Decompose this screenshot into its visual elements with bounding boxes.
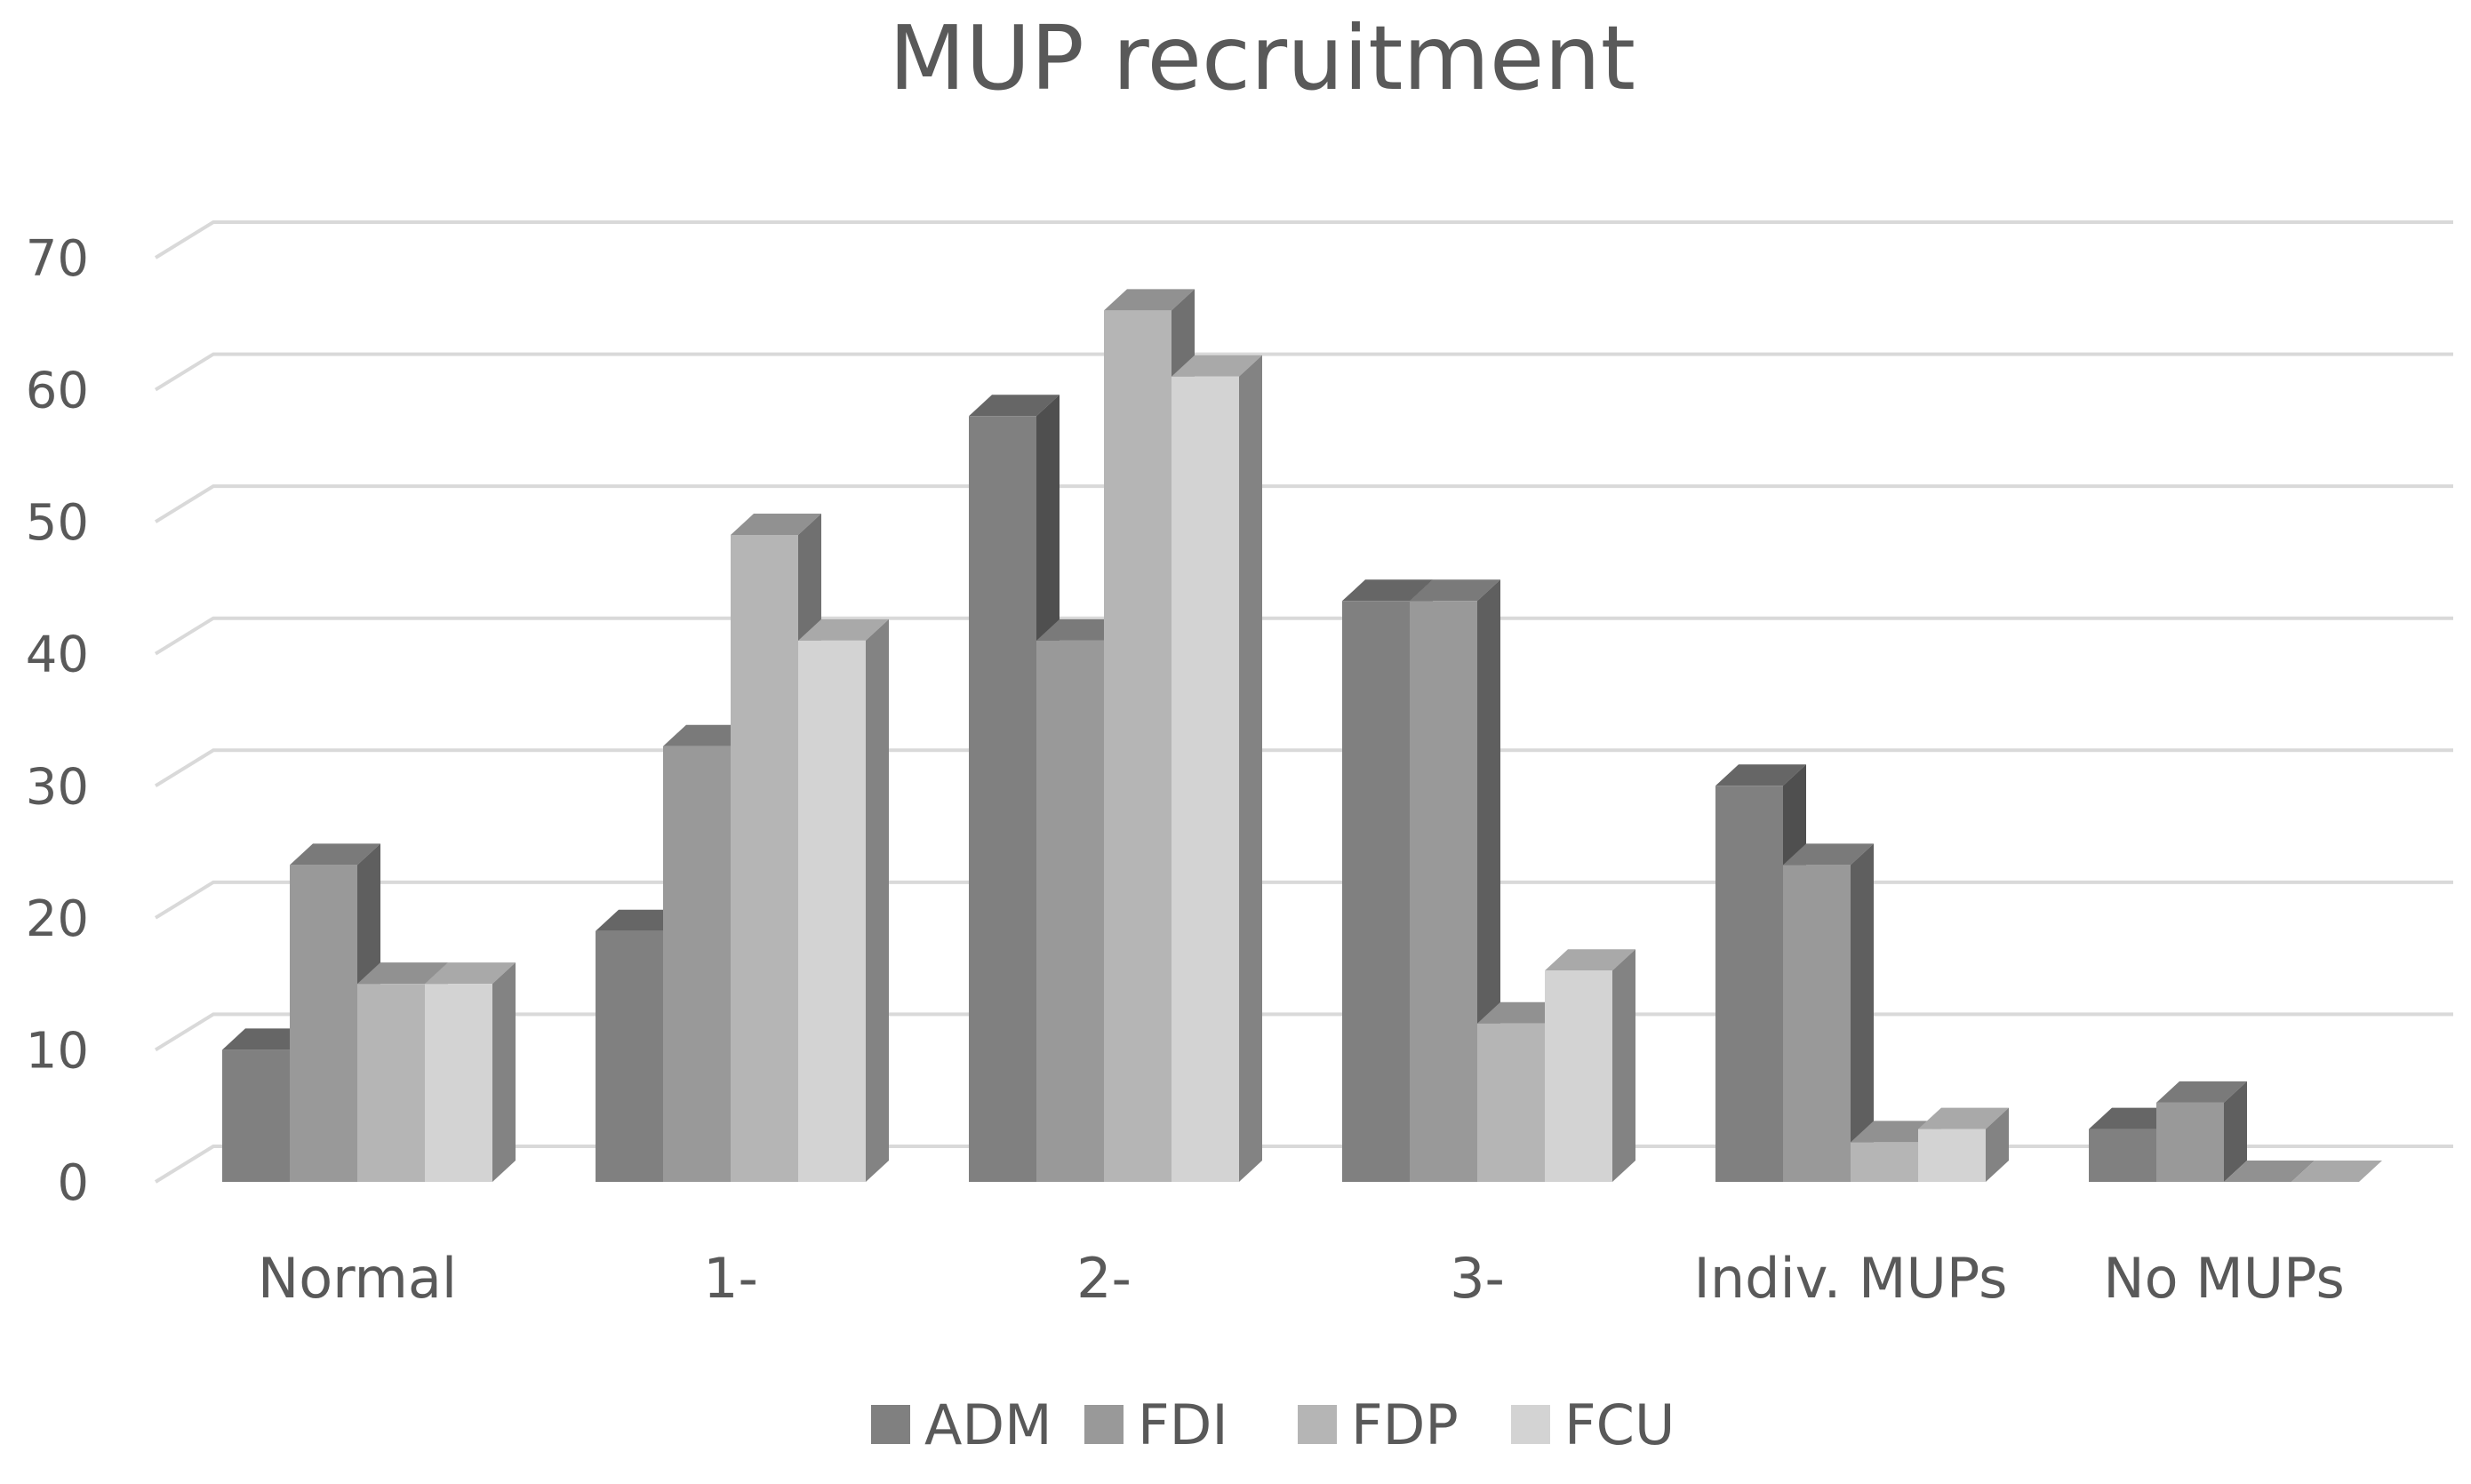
bar: [1545, 949, 1635, 1182]
bar-front: [1410, 601, 1477, 1182]
bar-top: [1410, 579, 1500, 602]
category-label: 2-: [1076, 1246, 1132, 1311]
bar-front: [1477, 1023, 1545, 1182]
bar-top: [1545, 949, 1635, 971]
bar-top: [425, 962, 516, 985]
bars: [222, 289, 2382, 1182]
bar: [1172, 355, 1262, 1182]
bar-front: [1918, 1129, 1986, 1182]
y-tick-label: 20: [26, 890, 89, 948]
bar-front: [425, 984, 492, 1182]
bar: [2156, 1081, 2247, 1182]
gridline: [154, 484, 2453, 523]
bar-top: [731, 514, 821, 535]
bar-front: [357, 984, 425, 1182]
category-label: No MUPs: [2103, 1246, 2345, 1311]
bar-front: [1104, 310, 1172, 1182]
bar-front: [969, 416, 1036, 1182]
bar-front: [1851, 1142, 1918, 1182]
bar-top: [798, 618, 889, 641]
bar-side: [1851, 843, 1874, 1182]
bar-side: [1986, 1107, 2009, 1182]
bar-top: [2291, 1161, 2382, 1182]
bar-front: [596, 930, 663, 1182]
legend-label: FDI: [1138, 1392, 1228, 1457]
bar-side: [1239, 355, 1262, 1182]
category-labels: Normal 1- 2- 3- Indiv. MUPs No MUPs: [258, 1246, 2345, 1311]
bar-front: [290, 865, 357, 1182]
y-tick-label: 60: [26, 363, 89, 420]
bar-front: [1783, 865, 1851, 1182]
bar-front: [1715, 786, 1783, 1182]
bar-front: [1172, 376, 1239, 1182]
gridline: [154, 748, 2453, 787]
bar-side: [1612, 949, 1635, 1182]
bar: [1918, 1107, 2009, 1182]
gridlines: [154, 220, 2453, 1184]
gridline: [154, 880, 2453, 920]
legend-swatch: [871, 1405, 910, 1444]
y-tick-label: 70: [26, 230, 89, 288]
legend-item: FDI: [1084, 1392, 1228, 1457]
gridline: [154, 1012, 2453, 1052]
bar: [1783, 843, 1874, 1182]
legend-item: FDP: [1298, 1392, 1459, 1457]
legend-item: FCU: [1511, 1392, 1675, 1457]
bar-top: [357, 962, 448, 985]
y-tick-label: 10: [26, 1022, 89, 1080]
bar-top: [1715, 764, 1806, 786]
legend-swatch: [1298, 1405, 1337, 1444]
bar-front: [2156, 1102, 2224, 1182]
bar-top: [1342, 579, 1433, 602]
bar-top: [2156, 1081, 2247, 1103]
category-label: 3-: [1450, 1246, 1505, 1311]
bar: [2291, 1161, 2382, 1182]
chart-title: MUP recruitment: [889, 6, 1635, 110]
bar-top: [290, 843, 380, 866]
y-tick-label: 40: [26, 626, 89, 684]
bar-front: [1036, 640, 1104, 1182]
bar-top: [1172, 355, 1262, 377]
y-tick-label: 50: [26, 494, 89, 552]
legend-swatch: [1084, 1405, 1124, 1444]
bar-top: [1918, 1107, 2009, 1129]
category-label: Normal: [258, 1246, 457, 1311]
gridline: [154, 1145, 2453, 1184]
bar-front: [1342, 601, 1410, 1182]
gridline: [154, 220, 2453, 259]
category-label: 1-: [703, 1246, 758, 1311]
bar-front: [798, 640, 866, 1182]
bar: [425, 962, 516, 1182]
bar-front: [2089, 1129, 2156, 1182]
bar-front: [663, 746, 731, 1182]
bar-side: [2224, 1081, 2247, 1182]
gridline: [154, 352, 2453, 392]
bar-top: [1104, 289, 1195, 311]
bar-side: [866, 618, 889, 1182]
bar-top: [969, 395, 1060, 417]
bar: [2224, 1161, 2315, 1182]
bar-side: [492, 962, 516, 1182]
bar-top: [2224, 1161, 2315, 1182]
y-tick-label: 30: [26, 758, 89, 816]
legend-swatch: [1511, 1405, 1550, 1444]
legend-item: ADM: [871, 1392, 1052, 1457]
bar-front: [731, 535, 798, 1182]
bar-top: [1783, 843, 1874, 866]
gridline: [154, 616, 2453, 656]
legend: ADM FDI FDP FCU: [871, 1392, 1675, 1457]
legend-label: FDP: [1351, 1392, 1459, 1457]
legend-label: FCU: [1564, 1392, 1675, 1457]
bar: [798, 618, 889, 1182]
y-tick-label: 0: [57, 1154, 89, 1212]
bar-front: [1545, 970, 1612, 1182]
bar-front: [222, 1049, 290, 1182]
legend-label: ADM: [924, 1392, 1052, 1457]
y-axis-ticks: 0 10 20 30 40 50 60 70: [26, 230, 89, 1212]
category-label: Indiv. MUPs: [1694, 1246, 2008, 1311]
